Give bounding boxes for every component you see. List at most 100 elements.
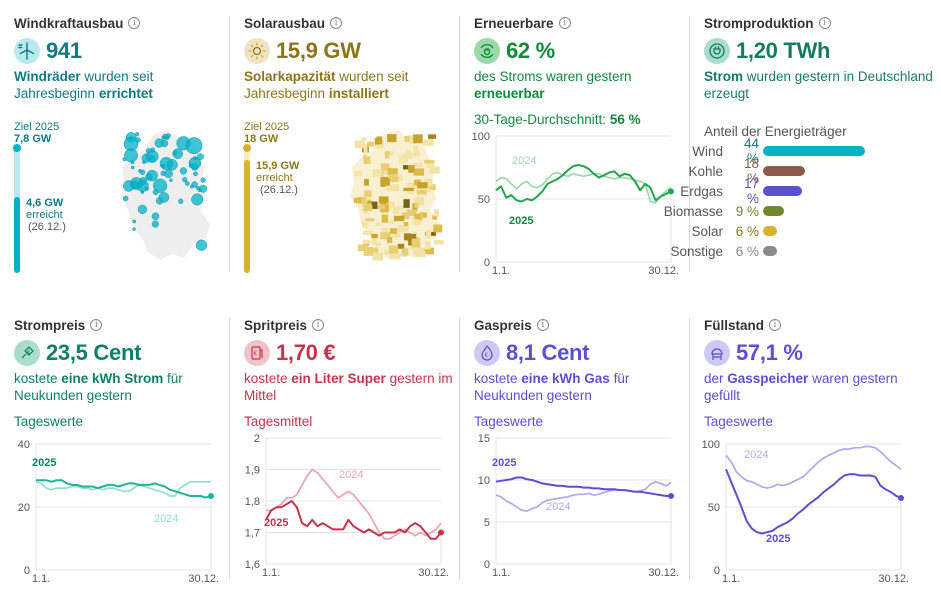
progress-bar bbox=[243, 144, 251, 273]
solar-district bbox=[387, 134, 397, 143]
x-tick-label: 1.1. bbox=[492, 265, 510, 276]
spritpreis-line-chart: 1,6 1,7 1,8 1,9 2 1.1. 30.12. 2024 2025 bbox=[245, 433, 449, 578]
title-text: Windkraftausbau bbox=[14, 15, 124, 31]
kpi: € 23,5 Cent bbox=[14, 339, 224, 367]
info-icon[interactable]: i bbox=[128, 17, 141, 29]
solar-district bbox=[403, 221, 409, 230]
renewable-plug-icon bbox=[474, 38, 500, 64]
progress-fill bbox=[14, 197, 20, 273]
share-row: Biomasse 9 % bbox=[619, 201, 934, 221]
goal-value: 7,8 GW bbox=[14, 133, 52, 145]
y-tick-label: 100 bbox=[702, 439, 720, 451]
solar-district bbox=[427, 183, 436, 191]
solar-district bbox=[406, 182, 418, 190]
solar-district bbox=[413, 179, 420, 187]
solar-district bbox=[381, 228, 389, 232]
solar-district bbox=[354, 140, 365, 149]
desc-text: wurden seit Jahresbeginn bbox=[244, 69, 409, 101]
solar-district bbox=[381, 214, 388, 223]
info-icon[interactable]: i bbox=[330, 17, 343, 29]
wind-turbine-cluster bbox=[151, 220, 159, 228]
solar-district bbox=[433, 209, 440, 217]
solar-district bbox=[380, 232, 391, 240]
germany-outline bbox=[350, 130, 440, 260]
series-label-2025: 2025 bbox=[509, 215, 533, 227]
solar-district bbox=[363, 144, 368, 154]
solar-district bbox=[402, 165, 409, 170]
solar-district bbox=[364, 190, 372, 197]
desc-bold: installiert bbox=[328, 86, 389, 101]
desc-bold: ein Liter Super bbox=[291, 371, 386, 386]
progress-achieved: 15,9 GW erreicht (26.12.) bbox=[256, 160, 299, 196]
divider bbox=[459, 16, 460, 272]
info-icon[interactable]: i bbox=[312, 319, 325, 331]
wind-turbine-cluster bbox=[152, 189, 159, 196]
kpi-value: 23,5 Cent bbox=[46, 340, 142, 365]
solar-district bbox=[414, 213, 422, 219]
solar-district bbox=[401, 212, 410, 220]
solar-district bbox=[372, 169, 383, 178]
solar-district bbox=[390, 184, 400, 192]
solar-district bbox=[392, 233, 401, 238]
card-title: Stromproduktion i bbox=[704, 14, 934, 32]
germany-wind-map bbox=[120, 130, 210, 260]
share-label: Biomasse bbox=[663, 203, 723, 219]
solar-district bbox=[414, 202, 419, 209]
y-tick-label: 1,7 bbox=[245, 528, 260, 540]
divider bbox=[229, 16, 230, 272]
y-tick-label: 15 bbox=[478, 433, 490, 445]
card-fuellstand: Füllstand i 57,1 % der Gasspeicher waren … bbox=[702, 316, 934, 585]
kpi-value: 941 bbox=[46, 38, 82, 63]
solar-district bbox=[433, 239, 444, 245]
info-icon[interactable]: i bbox=[818, 17, 831, 29]
goal-value: 18 GW bbox=[244, 133, 279, 145]
info-icon[interactable]: i bbox=[769, 319, 781, 331]
solar-district bbox=[371, 233, 378, 239]
desc-text: gestern im Mittel bbox=[244, 371, 453, 403]
end-point bbox=[668, 188, 674, 195]
share-row: Solar 6 % bbox=[619, 221, 934, 241]
solar-district bbox=[375, 222, 381, 226]
renew-line-chart: 0 50 100 1.1. 30.12. 2024 2025 bbox=[472, 131, 679, 276]
share-value: 18 % bbox=[743, 156, 759, 186]
share-value: 9 % bbox=[735, 203, 759, 219]
solar-district bbox=[386, 220, 396, 224]
share-label: Sonstige bbox=[670, 243, 723, 259]
info-icon[interactable]: i bbox=[558, 17, 571, 29]
series-line-2025 bbox=[495, 476, 671, 497]
share-title: Anteil der Energieträger bbox=[704, 124, 847, 139]
solar-district bbox=[413, 151, 420, 157]
solar-district bbox=[389, 228, 398, 234]
solar-district bbox=[419, 187, 431, 193]
solar-district bbox=[372, 252, 383, 261]
info-icon[interactable]: i bbox=[536, 319, 549, 331]
y-tick-label: 100 bbox=[472, 131, 490, 143]
solar-district bbox=[371, 237, 377, 246]
solar-district bbox=[425, 229, 432, 238]
wind-turbine-cluster bbox=[130, 180, 139, 189]
kpi: 62 % bbox=[474, 37, 684, 65]
series-label-2025: 2025 bbox=[264, 517, 288, 529]
info-icon[interactable]: i bbox=[90, 319, 103, 331]
solar-district bbox=[416, 251, 423, 257]
share-bar bbox=[763, 186, 803, 196]
divider bbox=[459, 318, 460, 580]
title-text: Strompreis bbox=[14, 317, 86, 333]
solar-district bbox=[389, 252, 401, 260]
progress-fill bbox=[244, 159, 250, 273]
kpi-value: 62 % bbox=[506, 38, 555, 63]
solar-district bbox=[397, 243, 405, 249]
goal-label: Ziel 2025 bbox=[14, 121, 60, 133]
kpi: 1,20 TWh bbox=[704, 37, 934, 65]
kpi: 15,9 GW bbox=[244, 37, 454, 65]
solar-district bbox=[424, 247, 435, 255]
x-tick-label: 1.1. bbox=[32, 573, 50, 584]
sun-icon bbox=[244, 38, 270, 64]
solar-district bbox=[363, 156, 371, 165]
series-label-2025: 2025 bbox=[32, 457, 56, 469]
solar-district bbox=[417, 247, 425, 253]
x-tick-label: 1.1. bbox=[492, 567, 510, 578]
card-title: Solarausbau i bbox=[244, 14, 454, 32]
y-tick-label: 20 bbox=[18, 502, 30, 514]
x-tick-label: 30.12. bbox=[418, 567, 449, 578]
